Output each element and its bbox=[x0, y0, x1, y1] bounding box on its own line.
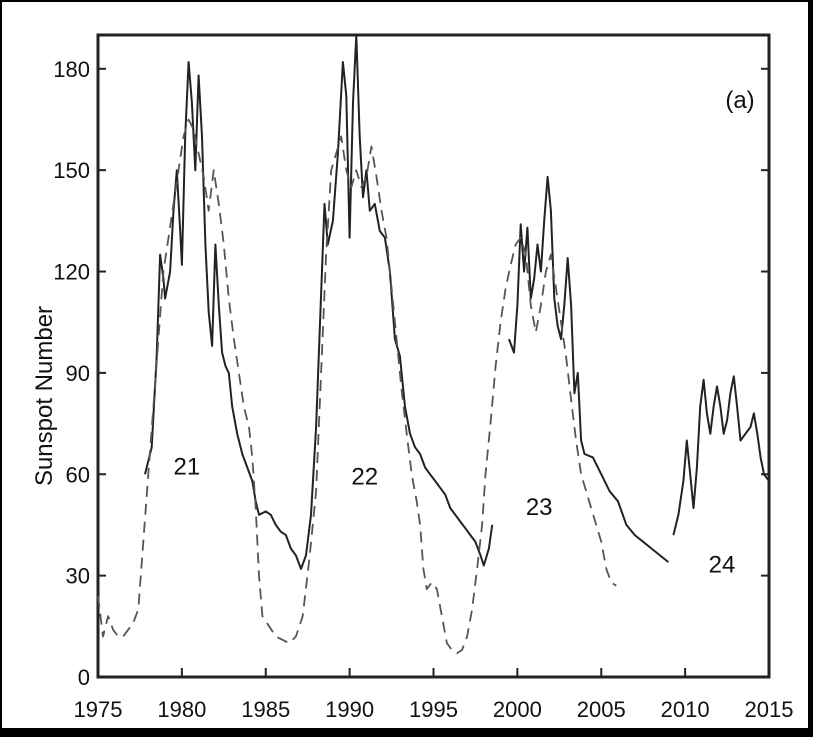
x-tick-label: 1995 bbox=[409, 697, 458, 722]
cycle-label: 24 bbox=[709, 551, 736, 578]
y-axis-title: Sunspot Number bbox=[31, 306, 58, 486]
y-tick-label: 60 bbox=[66, 462, 90, 487]
x-tick-label: 1975 bbox=[74, 697, 123, 722]
x-tick-label: 2015 bbox=[745, 697, 794, 722]
y-tick-label: 120 bbox=[53, 260, 90, 285]
series-line-solid-2 bbox=[508, 175, 670, 563]
cycle-label: 22 bbox=[351, 463, 378, 490]
x-tick-label: 2005 bbox=[577, 697, 626, 722]
y-tick-label: 30 bbox=[66, 564, 90, 589]
series-line-dashed bbox=[97, 118, 617, 655]
y-tick-label: 150 bbox=[53, 158, 90, 183]
series-line-solid-3 bbox=[672, 375, 770, 536]
x-tick-label: 2010 bbox=[661, 697, 710, 722]
x-tick-label: 2000 bbox=[493, 697, 542, 722]
cycle-label: 21 bbox=[174, 453, 201, 480]
x-tick-label: 1980 bbox=[157, 697, 206, 722]
cycle-label: 23 bbox=[526, 494, 553, 521]
data-series-layer: 21 22 23 24 bbox=[97, 34, 770, 655]
axis-layer: 1975 1980 1985 1990 1995 2000 2005 2010 2015 0 30 6… bbox=[53, 57, 793, 722]
series-line-solid-1 bbox=[144, 34, 494, 570]
x-tick-label: 1990 bbox=[325, 697, 374, 722]
x-tick-label: 1985 bbox=[241, 697, 290, 722]
chart-background bbox=[2, 2, 808, 728]
y-tick-label: 180 bbox=[53, 57, 90, 82]
y-tick-label: 90 bbox=[66, 361, 90, 386]
y-tick-label: 0 bbox=[78, 665, 90, 690]
panel-label: (a) bbox=[725, 87, 754, 114]
